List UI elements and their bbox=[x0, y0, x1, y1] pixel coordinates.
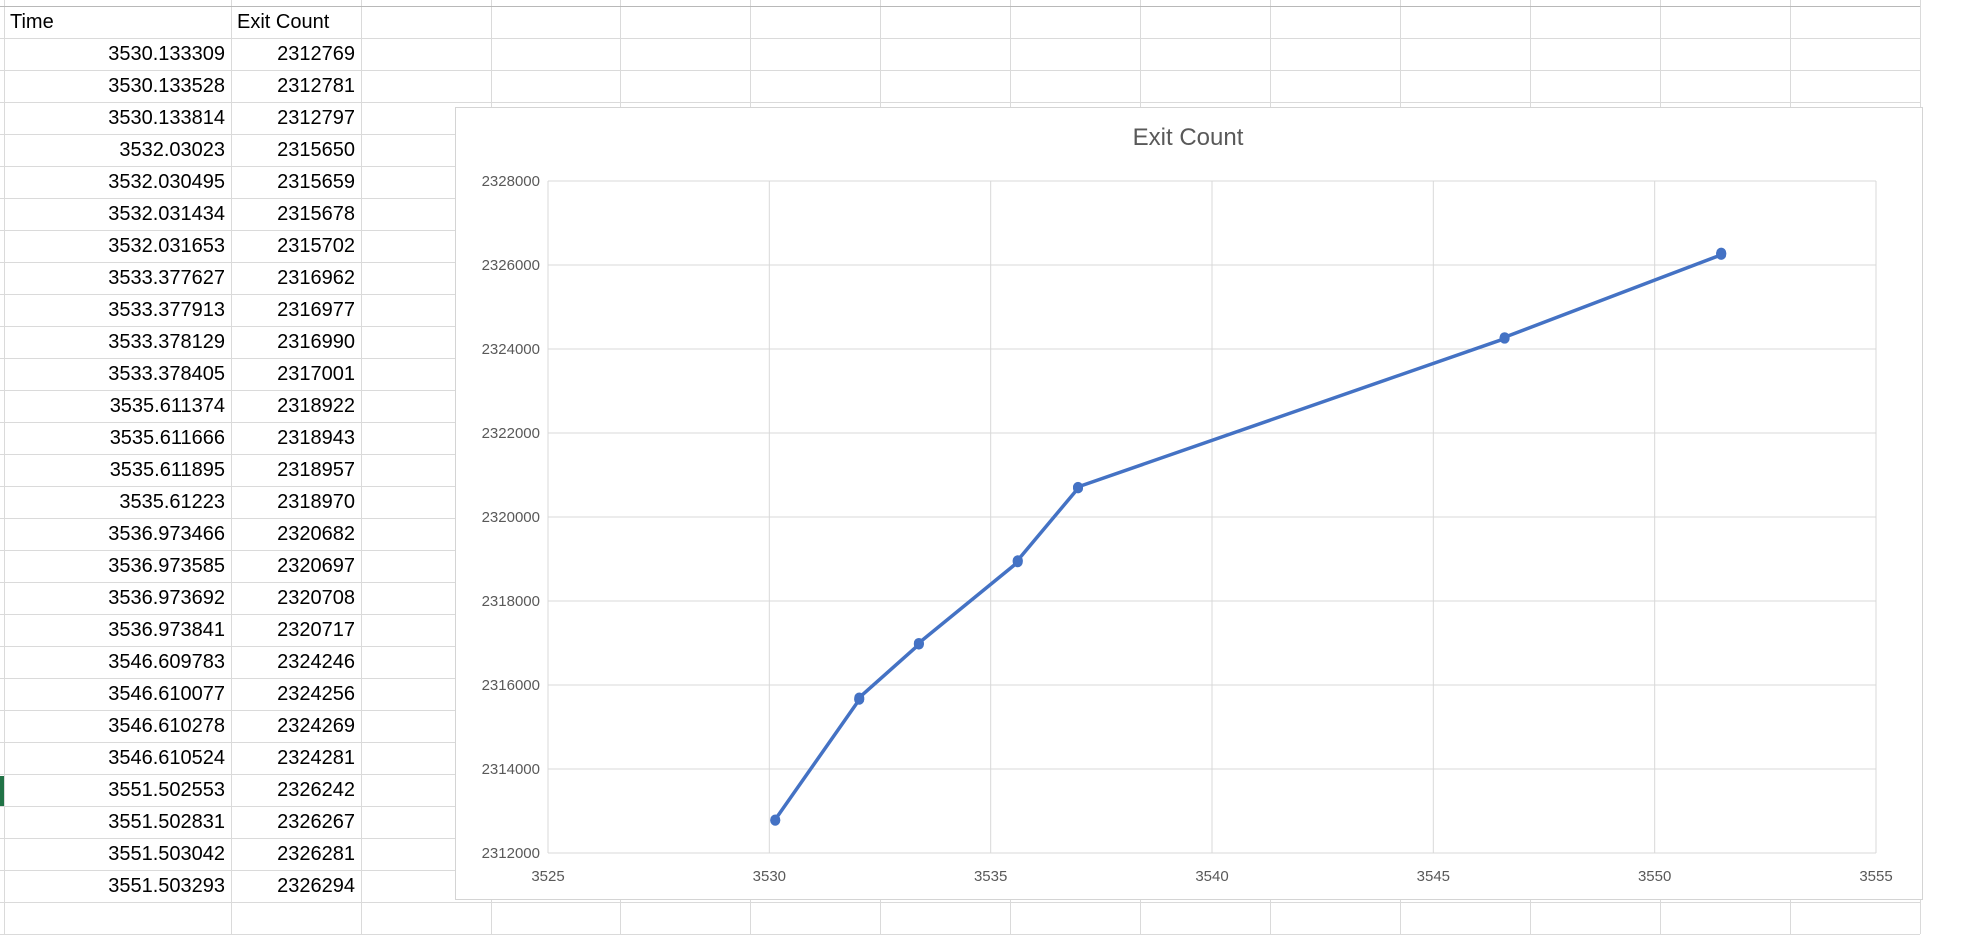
y-tick-label: 2320000 bbox=[482, 509, 540, 526]
exit-count-cell[interactable]: 2312797 bbox=[277, 107, 355, 129]
x-tick-label: 3540 bbox=[1195, 868, 1228, 885]
chart-title: Exit Count bbox=[1133, 124, 1244, 151]
time-cell[interactable]: 3551.502831 bbox=[108, 811, 225, 833]
chart-canvas: 2312000 2314000 2316000 2318000 2320000 23220… bbox=[482, 124, 1893, 885]
y-tick-label: 2326000 bbox=[482, 257, 540, 274]
exit-count-cell[interactable]: 2324246 bbox=[277, 651, 355, 673]
y-tick-label: 2328000 bbox=[482, 173, 540, 190]
y-tick-label: 2314000 bbox=[482, 761, 540, 778]
time-cell[interactable]: 3533.377627 bbox=[108, 267, 225, 289]
x-tick-label: 3535 bbox=[974, 868, 1007, 885]
series-line bbox=[773, 251, 1723, 822]
exit-count-cell[interactable]: 2320697 bbox=[277, 555, 355, 577]
time-cell[interactable]: 3546.609783 bbox=[108, 651, 225, 673]
time-cell[interactable]: 3530.133528 bbox=[108, 75, 225, 97]
time-cell[interactable]: 3530.133814 bbox=[108, 107, 225, 129]
exit-count-cell[interactable]: 2316990 bbox=[277, 331, 355, 353]
time-cell[interactable]: 3546.610077 bbox=[108, 683, 225, 705]
data-point bbox=[1716, 247, 1727, 258]
column-gridline bbox=[231, 0, 232, 934]
time-cell[interactable]: 3533.377913 bbox=[108, 299, 225, 321]
time-cell[interactable]: 3533.378129 bbox=[108, 331, 225, 353]
exit-count-chart[interactable]: 2312000 2314000 2316000 2318000 2320000 23220… bbox=[455, 107, 1923, 900]
exit-count-cell[interactable]: 2320717 bbox=[277, 619, 355, 641]
time-cell[interactable]: 3535.61223 bbox=[119, 491, 225, 513]
row-gridline bbox=[0, 70, 1920, 71]
exit-count-cell[interactable]: 2318957 bbox=[277, 459, 355, 481]
time-cell[interactable]: 3532.03023 bbox=[119, 139, 225, 161]
exit-count-cell[interactable]: 2320682 bbox=[277, 523, 355, 545]
exit-count-cell[interactable]: 2326267 bbox=[277, 811, 355, 833]
exit-count-cell[interactable]: 2318922 bbox=[277, 395, 355, 417]
exit-count-cell[interactable]: 2326242 bbox=[277, 779, 355, 801]
y-tick-label: 2322000 bbox=[482, 425, 540, 442]
x-tick-label: 3550 bbox=[1638, 868, 1671, 885]
y-tick-label: 2324000 bbox=[482, 341, 540, 358]
exit-count-cell[interactable]: 2312769 bbox=[277, 43, 355, 65]
data-point bbox=[913, 637, 924, 648]
exit-count-cell[interactable]: 2316977 bbox=[277, 299, 355, 321]
time-cell[interactable]: 3533.378405 bbox=[108, 363, 225, 385]
exit-count-cell[interactable]: 2324269 bbox=[277, 715, 355, 737]
exit-count-cell[interactable]: 2326281 bbox=[277, 843, 355, 865]
data-point bbox=[770, 814, 781, 825]
exit-count-cell[interactable]: 2315659 bbox=[277, 171, 355, 193]
time-cell[interactable]: 3551.503042 bbox=[108, 843, 225, 865]
x-tick-label: 3555 bbox=[1859, 868, 1892, 885]
data-point bbox=[1012, 555, 1023, 566]
y-tick-label: 2318000 bbox=[482, 593, 540, 610]
time-cell[interactable]: 3546.610278 bbox=[108, 715, 225, 737]
time-cell[interactable]: 3536.973692 bbox=[108, 587, 225, 609]
time-cell[interactable]: 3551.502553 bbox=[108, 779, 225, 801]
column-gridline bbox=[361, 0, 362, 934]
row-gridline bbox=[0, 38, 1920, 39]
exit-count-cell[interactable]: 2324256 bbox=[277, 683, 355, 705]
row-gridline bbox=[0, 902, 1920, 903]
active-row-indicator bbox=[0, 776, 4, 806]
exit-count-cell[interactable]: 2315702 bbox=[277, 235, 355, 257]
exit-count-cell[interactable]: 2312781 bbox=[277, 75, 355, 97]
time-cell[interactable]: 3530.133309 bbox=[108, 43, 225, 65]
row-gridline bbox=[0, 102, 1920, 103]
time-cell[interactable]: 3551.503293 bbox=[108, 875, 225, 897]
time-cell[interactable]: 3532.031653 bbox=[108, 235, 225, 257]
exit-count-cell[interactable]: 2315678 bbox=[277, 203, 355, 225]
data-point bbox=[1499, 332, 1510, 343]
time-cell[interactable]: 3536.973585 bbox=[108, 555, 225, 577]
y-tick-label: 2316000 bbox=[482, 677, 540, 694]
time-cell[interactable]: 3532.031434 bbox=[108, 203, 225, 225]
exit-count-cell[interactable]: 2316962 bbox=[277, 267, 355, 289]
chart-gridlines bbox=[547, 180, 1877, 854]
time-cell[interactable]: 3535.611374 bbox=[109, 395, 225, 417]
time-cell[interactable]: 3532.030495 bbox=[108, 171, 225, 193]
x-tick-label: 3525 bbox=[531, 868, 564, 885]
data-point bbox=[1073, 481, 1084, 492]
header-cell-exit-count[interactable]: Exit Count bbox=[237, 11, 330, 33]
exit-count-cell[interactable]: 2326294 bbox=[277, 875, 355, 897]
time-cell[interactable]: 3536.973466 bbox=[108, 523, 225, 545]
exit-count-cell[interactable]: 2320708 bbox=[277, 587, 355, 609]
exit-count-cell[interactable]: 2318943 bbox=[277, 427, 355, 449]
y-tick-label: 2312000 bbox=[482, 845, 540, 862]
time-cell[interactable]: 3535.611666 bbox=[109, 427, 225, 449]
data-point bbox=[854, 692, 865, 703]
exit-count-cell[interactable]: 2318970 bbox=[277, 491, 355, 513]
header-cell-time[interactable]: Time bbox=[10, 11, 54, 33]
time-cell[interactable]: 3546.610524 bbox=[108, 747, 225, 769]
column-header-border bbox=[0, 6, 1920, 7]
column-gridline bbox=[4, 0, 5, 934]
exit-count-cell[interactable]: 2317001 bbox=[277, 363, 355, 385]
time-cell[interactable]: 3535.611895 bbox=[109, 459, 225, 481]
x-tick-label: 3545 bbox=[1417, 868, 1450, 885]
chart-axis-labels: 2312000 2314000 2316000 2318000 2320000 23220… bbox=[482, 173, 1893, 885]
time-cell[interactable]: 3536.973841 bbox=[108, 619, 225, 641]
exit-count-cell[interactable]: 2324281 bbox=[277, 747, 355, 769]
exit-count-cell[interactable]: 2315650 bbox=[277, 139, 355, 161]
x-tick-label: 3530 bbox=[753, 868, 786, 885]
chart-series bbox=[770, 247, 1727, 826]
